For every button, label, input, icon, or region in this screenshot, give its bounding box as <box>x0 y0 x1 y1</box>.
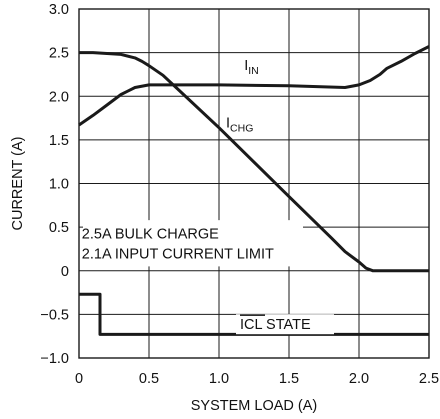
series-label-ichg-main: I <box>226 116 230 132</box>
icl-label-background <box>236 314 334 335</box>
series-label-icl-state: ICL STATE <box>240 317 311 333</box>
series-label-ichg-sub: CHG <box>230 123 253 135</box>
y-tick-label: 1.0 <box>49 177 69 193</box>
y-axis-label: CURRENT (A) <box>10 137 26 231</box>
series-line-iin <box>78 45 430 127</box>
series-line-ichg <box>79 51 429 273</box>
x-tick-label: 2.0 <box>349 371 369 387</box>
annotation-bulk-charge: 2.5A BULK CHARGE <box>82 226 219 242</box>
x-tick-label: 1.5 <box>279 371 299 387</box>
plot-frame <box>78 8 430 359</box>
tick-labels: 0 0.5 1.0 1.5 2.0 2.5 −1.0 −0.5 0 0.5 1.0 1.5 2.0 2.5… <box>40 2 439 387</box>
annotation-input-current-limit: 2.1A INPUT CURRENT LIMIT <box>82 247 274 263</box>
y-tick-label: 0.5 <box>49 220 69 236</box>
grid <box>78 8 430 359</box>
y-tick-label: −0.5 <box>40 307 69 323</box>
y-tick-label: −1.0 <box>40 351 69 367</box>
x-tick-label: 1.0 <box>209 371 229 387</box>
y-tick-label: 1.5 <box>49 133 69 149</box>
series-label-ichg: ICHG <box>226 116 253 135</box>
x-axis-label: SYSTEM LOAD (A) <box>191 398 318 414</box>
x-tick-label: 0 <box>75 371 83 387</box>
y-tick-label: 3.0 <box>49 2 69 18</box>
series-line-icl-state <box>79 292 429 336</box>
annotation-background <box>83 220 303 267</box>
series-label-iin: IIN <box>244 58 259 77</box>
x-tick-label: 0.5 <box>139 371 159 387</box>
y-tick-label: 2.0 <box>49 89 69 105</box>
series-label-iin-sub: IN <box>248 65 259 77</box>
x-tick-label: 2.5 <box>419 371 439 387</box>
y-tick-label: 2.5 <box>49 46 69 62</box>
series-label-iin-main: I <box>244 58 248 74</box>
y-tick-label: 0 <box>61 264 69 280</box>
series <box>78 45 430 336</box>
